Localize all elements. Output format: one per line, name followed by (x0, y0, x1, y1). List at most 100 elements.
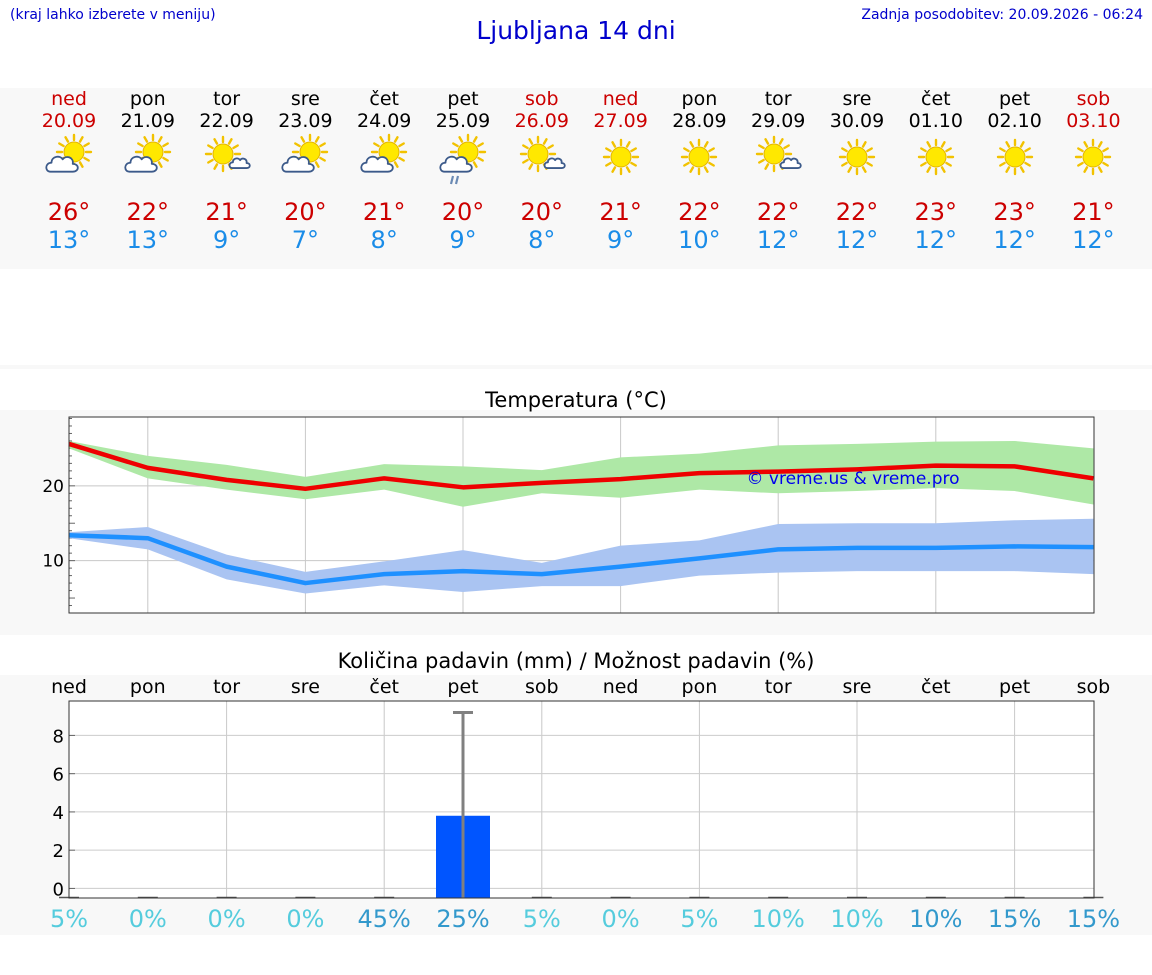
precip-chance-label: 0% (286, 905, 324, 933)
min-temp: 12° (756, 226, 800, 254)
max-temp: 22° (126, 198, 170, 226)
day-date: 29.09 (750, 110, 806, 132)
day-date: 24.09 (356, 110, 412, 132)
y-tick-label: 0 (53, 879, 64, 900)
precip-chance-label: 15% (1067, 905, 1120, 933)
page-title: Ljubljana 14 dni (476, 16, 676, 45)
min-temp: 10° (678, 226, 721, 254)
precip-chance-label: 5% (50, 905, 88, 933)
day-name: čet (369, 88, 399, 110)
plot-frame (68, 700, 1095, 899)
forecast-day: čet 01.10 23° 12° (896, 88, 976, 254)
forecast-day: pon 28.09 22° 10° (659, 88, 739, 254)
plot-area (69, 701, 1094, 898)
precip-chance-label: 10% (909, 905, 962, 933)
sun-shape (996, 138, 1033, 176)
day-date: 27.09 (593, 110, 648, 132)
day-name: pet (998, 88, 1031, 110)
min-temp-band (69, 518, 1094, 594)
day-name: sob (1076, 88, 1111, 110)
sun-small-cloud-icon (752, 132, 804, 192)
forecast-day: čet 24.09 21° 8° (344, 88, 424, 254)
max-temp: 21° (599, 198, 642, 226)
sun-shape (681, 138, 718, 176)
day-label: sob (525, 676, 559, 698)
forecast-day: pet 25.09 20° 9° (423, 88, 503, 254)
max-temp: 22° (678, 198, 721, 226)
y-tick-label: 4 (53, 803, 64, 824)
day-name: tor (213, 88, 241, 110)
day-date: 01.10 (908, 110, 963, 132)
precip-chance-label: 5% (523, 905, 561, 933)
precip-chart-title: Količina padavin (mm) / Možnost padavin … (337, 649, 815, 673)
day-name: sob (525, 88, 559, 110)
max-temp: 23° (993, 198, 1036, 226)
max-temp: 21° (205, 198, 248, 226)
max-temp: 23° (914, 198, 958, 226)
max-temp-line (68, 441, 1094, 492)
precip-chance-label: 10% (830, 905, 883, 933)
sun-cloud-icon (279, 132, 331, 192)
forecast-day: sob 26.09 20° 8° (502, 88, 582, 254)
sun-icon (1067, 132, 1119, 192)
cloud-shape (45, 155, 79, 173)
day-label: tor (765, 676, 792, 698)
day-date: 25.09 (435, 110, 491, 132)
day-label: pet (447, 676, 478, 698)
sun-shape (838, 138, 876, 176)
day-name: ned (51, 88, 87, 110)
y-tick-label: 8 (53, 726, 64, 747)
day-date: 20.09 (41, 110, 97, 132)
sun-cloud-icon (43, 132, 95, 192)
sun-small-cloud-icon (516, 132, 568, 192)
separator-band (0, 365, 1152, 369)
sun-cloud-icon (122, 132, 174, 192)
min-temp: 13° (47, 226, 91, 254)
sun-icon (910, 132, 962, 192)
min-temp: 12° (835, 226, 879, 254)
precip-chance-label: 45% (358, 905, 411, 933)
day-name: sre (290, 88, 320, 110)
forecast-day: sob 03.10 21° 12° (1053, 88, 1133, 254)
sun-small-cloud-icon (201, 132, 253, 192)
forecast-day: sre 23.09 20° 7° (265, 88, 345, 254)
location-hint: (kraj lahko izberete v meniju) (10, 7, 216, 23)
forecast-day: ned 27.09 21° 9° (581, 88, 661, 254)
max-temp: 20° (520, 198, 564, 226)
sun-cloud-rain-icon (437, 132, 489, 192)
max-temp: 26° (47, 198, 91, 226)
cloud-shape (779, 157, 802, 169)
day-date: 21.09 (120, 110, 175, 132)
day-name: pon (681, 88, 718, 110)
day-name: ned (602, 88, 639, 110)
raindrop (449, 175, 455, 185)
sun-shape (1075, 138, 1112, 176)
day-date: 30.09 (829, 110, 885, 132)
cloud-shape (360, 155, 394, 173)
min-temp-line (68, 532, 1094, 586)
cloud-shape (439, 155, 473, 173)
sun-icon (831, 132, 883, 192)
precip-chance-label: 15% (988, 905, 1041, 933)
min-temp: 8° (370, 226, 398, 254)
precip-chance-label: 25% (436, 905, 489, 933)
max-temp: 22° (756, 198, 800, 226)
max-temp: 20° (441, 198, 485, 226)
temperature-chart-title: Temperatura (°C) (485, 388, 667, 412)
cloud-shape (543, 157, 566, 169)
day-name: pon (129, 88, 166, 110)
min-temp: 7° (291, 226, 320, 254)
precip-chance-label: 10% (752, 905, 805, 933)
forecast-day: pet 02.10 23° 12° (975, 88, 1055, 254)
day-label: pet (999, 676, 1030, 698)
forecast-band (0, 88, 1152, 269)
sun-shape (917, 138, 954, 176)
sun-icon (595, 132, 647, 192)
y-tick-label: 10 (42, 552, 64, 572)
min-temp: 9° (606, 226, 635, 254)
min-temp: 12° (914, 226, 958, 254)
cloud-shape (124, 155, 158, 173)
max-temp-band (69, 440, 1094, 507)
max-temp: 22° (835, 198, 879, 226)
day-date: 23.09 (278, 110, 333, 132)
